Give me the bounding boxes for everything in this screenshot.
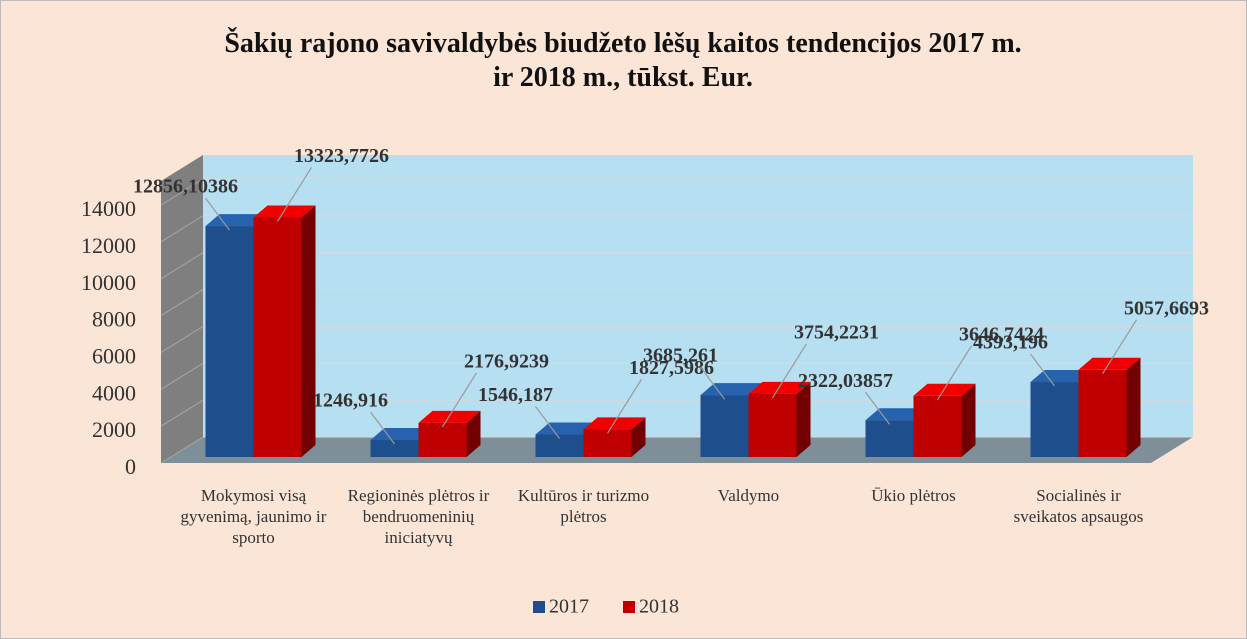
legend-label: 2017 (549, 596, 589, 618)
leader-line (865, 391, 890, 425)
bar-top (370, 428, 433, 441)
y-tick-label: 0 (125, 454, 136, 479)
leader-line (700, 366, 725, 400)
leader-line (1101, 319, 1138, 375)
leader-line (606, 379, 643, 434)
y-tick-label: 8000 (92, 307, 136, 332)
bar-top (205, 214, 268, 227)
bar (418, 422, 467, 457)
leader-line (1030, 353, 1055, 387)
side-wall (161, 155, 203, 463)
bar (1078, 369, 1127, 457)
bar-side (796, 381, 811, 457)
y-tick-label: 10000 (81, 270, 136, 295)
x-tick-label: Kultūros ir turizmo plėtros (517, 486, 650, 526)
leader-line (205, 197, 230, 231)
bar (748, 393, 797, 457)
bar-side (961, 383, 976, 457)
value-label: 1827,5986 (629, 357, 714, 379)
side-grid-line (160, 215, 204, 243)
legend-label: 2018 (639, 596, 679, 618)
back-wall (203, 155, 1193, 437)
y-tick-label: 2000 (92, 417, 136, 442)
bar (865, 420, 914, 457)
bar-side (466, 410, 481, 457)
value-label: 5057,6693 (1124, 297, 1209, 319)
leader-line (370, 411, 395, 445)
leader-line (771, 343, 808, 399)
bar (700, 395, 749, 457)
side-grid-line (160, 326, 204, 353)
side-grid-line (160, 178, 204, 206)
x-tick-label: Valdymo (717, 486, 780, 505)
bar-top (1030, 370, 1093, 383)
bar-top (865, 408, 928, 421)
value-label: 3685,261 (643, 345, 718, 367)
side-grid-line (160, 399, 204, 427)
bar (535, 434, 584, 457)
value-label: 12856,10386 (133, 176, 238, 198)
bar (370, 440, 419, 457)
legend-swatch (623, 601, 635, 613)
bar-top (535, 422, 598, 435)
value-label: 4393,196 (973, 332, 1048, 354)
bar (205, 226, 254, 457)
side-grid-line (160, 252, 204, 280)
y-tick-label: 4000 (92, 380, 136, 405)
y-tick-label: 12000 (81, 233, 136, 258)
value-label: 2322,03857 (798, 370, 893, 392)
x-tick-label: Regioninės plėtros ir bendruomeninių ini… (347, 486, 490, 547)
value-label: 13323,7726 (294, 145, 389, 167)
legend-swatch (533, 601, 545, 613)
y-tick-label: 14000 (81, 196, 136, 221)
x-tick-label: Mokymosi visą gyvenimą, jaunimo ir sport… (180, 486, 327, 547)
value-label: 2176,9239 (464, 350, 549, 372)
x-tick-label: Ūkio plėtros (871, 486, 956, 505)
side-grid-line (160, 362, 204, 390)
value-label: 3646,7424 (959, 323, 1044, 345)
bar-side (301, 205, 316, 457)
bar (913, 395, 962, 457)
bar-side (1126, 357, 1141, 457)
y-tick-label: 6000 (92, 343, 136, 368)
value-label: 1246,916 (313, 390, 388, 412)
leader-line (441, 372, 478, 428)
x-tick-label: Socialinės ir sveikatos apsaugos (1013, 486, 1144, 526)
bar (583, 429, 632, 457)
leader-line (276, 167, 313, 222)
bar-side (631, 417, 646, 457)
side-grid-line (160, 436, 204, 464)
bar (253, 217, 302, 457)
chart-title: Šakių rajono savivaldybės biudžeto lėšų … (224, 28, 1022, 93)
bar (1030, 382, 1079, 457)
leader-line (936, 345, 973, 401)
value-label: 1546,187 (478, 384, 553, 406)
side-grid-line (160, 289, 204, 316)
value-label: 3754,2231 (794, 321, 879, 343)
leader-line (535, 406, 560, 439)
bar-top (700, 383, 763, 396)
